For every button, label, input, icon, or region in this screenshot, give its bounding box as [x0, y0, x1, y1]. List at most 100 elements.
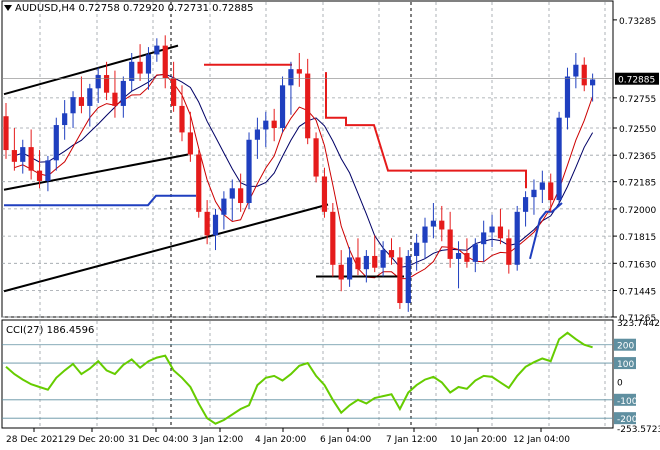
candle-body [388, 250, 395, 258]
candle-body [590, 79, 596, 86]
candle-body [196, 154, 202, 212]
candle-bear [305, 58, 311, 145]
candle-bear [506, 229, 512, 274]
candle-bull [346, 247, 353, 287]
candle-body [36, 170, 43, 181]
candle-body [162, 45, 168, 78]
cci-axis: 323.7442 200 100 0 -100 -200-253.5723 [614, 319, 660, 435]
candle-body [145, 54, 152, 74]
candle-bull [380, 241, 386, 277]
candle-bear [196, 150, 202, 218]
candle-body [154, 45, 160, 55]
candle-bull [129, 52, 135, 92]
candle-bull [221, 191, 227, 230]
time-tick-label: 3 Jan 12:00 [192, 435, 244, 445]
symbol-label: AUDUSD,H4 [15, 3, 76, 14]
candle-body [481, 232, 487, 245]
candle-body [238, 188, 244, 204]
candle-body [397, 257, 403, 304]
candle-bull [514, 205, 520, 271]
candle-bull [556, 111, 562, 206]
stop-level-red [325, 72, 527, 189]
cci-plot-frame [1, 319, 614, 429]
candle-body [573, 64, 579, 77]
candle-body [229, 188, 235, 199]
price-tick-label: 0.72550 [619, 125, 656, 135]
candle-bull [531, 179, 537, 215]
candle-body [338, 264, 344, 280]
candle-body [95, 75, 101, 89]
candle-body [87, 88, 93, 106]
time-axis: 28 Dec 2021 29 Dec 20:00 31 Dec 04:00 3 Jan… [6, 428, 570, 445]
candle-body [330, 211, 336, 265]
main-plot-frame [1, 0, 614, 318]
candle-bull [145, 47, 152, 90]
low-value: 0.72731 [167, 3, 209, 14]
candle-body [489, 226, 495, 233]
candle-body [3, 116, 9, 151]
candle-body [363, 255, 369, 270]
candle-body [204, 211, 210, 236]
candle-bull [363, 250, 369, 283]
cci-label: CCI(27) [6, 325, 44, 336]
channel-upper-line [3, 44, 179, 96]
candle-bear [330, 203, 336, 277]
candle-bull [430, 203, 436, 239]
candle-bear [338, 250, 344, 292]
time-tick-label: 4 Jan 20:00 [255, 435, 307, 445]
candle-bear [447, 211, 453, 268]
candle-body [263, 120, 269, 130]
price-tick-label: 0.72000 [619, 206, 656, 216]
price-tick-label: 0.72365 [619, 152, 656, 162]
time-tick-label: 31 Dec 04:00 [128, 435, 189, 445]
candle-bear [171, 61, 177, 112]
level-lines [4, 63, 563, 260]
price-tick-label: 0.72755 [619, 95, 656, 105]
candle-bear [3, 102, 9, 159]
high-value: 0.72920 [123, 3, 165, 14]
price-tick-label: 0.71630 [619, 260, 656, 270]
candle-bull [45, 155, 51, 192]
candle-body [212, 214, 219, 236]
candle-body [414, 242, 420, 256]
cci-tick-label: 200 [617, 342, 634, 352]
candle-body [497, 226, 504, 239]
candle-bear [372, 235, 378, 273]
candle-bull [62, 100, 68, 140]
candle-body [103, 75, 110, 93]
long-support-line [3, 203, 329, 293]
candle-body [20, 147, 26, 162]
candle-bull [53, 117, 59, 171]
candle-body [171, 77, 177, 106]
candle-body [129, 61, 135, 81]
candle-body [472, 244, 478, 262]
candle-body [179, 105, 185, 133]
price-tick-label: 0.71265 [619, 314, 656, 324]
candle-body [112, 92, 118, 106]
candle-body [506, 238, 512, 265]
cci-tick-label: 100 [617, 360, 634, 370]
time-tick-label: 12 Jan 04:00 [513, 435, 570, 445]
candle-bear [187, 111, 193, 162]
candle-bear [204, 200, 210, 245]
candle-bull [455, 241, 462, 289]
time-tick-label: 7 Jan 12:00 [386, 435, 438, 445]
cci-tick-label: -253.5723 [617, 425, 660, 435]
candle-bear [271, 108, 277, 142]
chart-menu-triangle-icon[interactable] [4, 5, 12, 11]
candle-bull [254, 117, 261, 159]
candle-body [254, 129, 261, 140]
moving-average-slow [14, 73, 594, 268]
close-value: 0.72885 [212, 3, 254, 14]
candle-body [355, 257, 361, 270]
candle-body [120, 80, 126, 106]
candle-body [221, 198, 227, 215]
candle-body [187, 132, 193, 155]
candle-bear [464, 238, 470, 268]
candle-body [439, 220, 445, 230]
candle-body [531, 189, 537, 198]
candle-body [28, 147, 34, 171]
candle-bull [481, 220, 487, 262]
candle-bear [112, 70, 118, 118]
